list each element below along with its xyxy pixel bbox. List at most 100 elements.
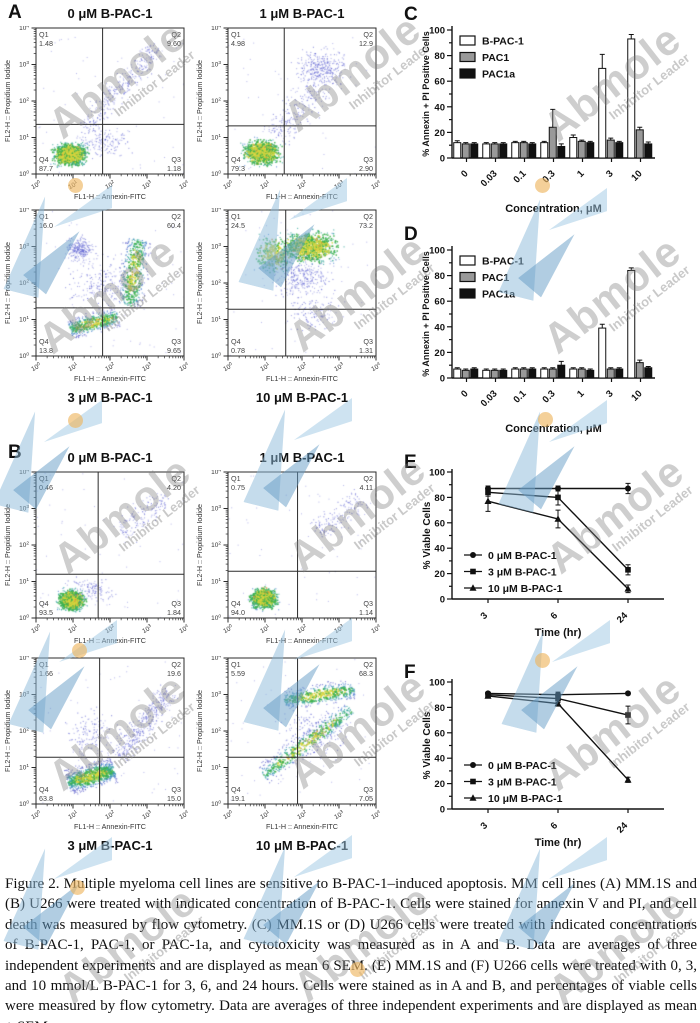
- svg-text:87.7: 87.7: [39, 164, 53, 173]
- svg-text:40: 40: [434, 754, 445, 765]
- flow-title-A-10uM: 10 μM B-PAC-1: [255, 390, 349, 405]
- svg-text:40: 40: [434, 544, 445, 555]
- svg-text:Q3: Q3: [363, 785, 373, 794]
- svg-text:FL1-H :: Annexin-FITC: FL1-H :: Annexin-FITC: [74, 192, 146, 201]
- svg-text:3: 3: [479, 820, 491, 832]
- svg-text:102: 102: [19, 279, 29, 288]
- svg-text:68.3: 68.3: [359, 669, 373, 678]
- svg-text:16.0: 16.0: [39, 221, 53, 230]
- panel-label-F: F: [404, 662, 416, 683]
- svg-text:101: 101: [259, 179, 272, 191]
- svg-text:80: 80: [434, 493, 445, 504]
- svg-text:101: 101: [259, 809, 272, 821]
- svg-text:0: 0: [440, 374, 445, 385]
- svg-text:0.1: 0.1: [511, 168, 529, 186]
- svg-text:PAC1a: PAC1a: [482, 69, 515, 81]
- svg-text:2.90: 2.90: [359, 164, 373, 173]
- svg-text:103: 103: [141, 809, 154, 821]
- svg-text:104: 104: [211, 26, 221, 32]
- svg-text:104: 104: [178, 809, 191, 821]
- svg-text:FL2-H :: Propidium Iodide: FL2-H :: Propidium Iodide: [195, 242, 204, 324]
- figure-caption: Figure 2. Multiple myeloma cell lines ar…: [5, 876, 697, 1023]
- svg-text:20: 20: [434, 128, 445, 139]
- svg-text:0.3: 0.3: [540, 168, 557, 185]
- svg-text:101: 101: [19, 133, 29, 142]
- svg-text:0.1: 0.1: [511, 388, 529, 406]
- svg-text:24: 24: [615, 820, 631, 836]
- svg-text:104: 104: [370, 179, 383, 191]
- svg-text:100: 100: [30, 361, 43, 373]
- svg-text:1: 1: [575, 388, 587, 400]
- svg-text:100: 100: [211, 800, 221, 809]
- svg-text:19.1: 19.1: [231, 794, 245, 803]
- svg-text:60: 60: [434, 77, 445, 88]
- svg-text:Q4: Q4: [39, 337, 49, 346]
- svg-text:102: 102: [104, 809, 117, 821]
- svg-text:102: 102: [211, 279, 221, 288]
- svg-text:101: 101: [211, 315, 221, 324]
- svg-text:B-PAC-1: B-PAC-1: [482, 256, 524, 268]
- flow-title-B-10uM: 10 μM B-PAC-1: [255, 838, 349, 853]
- svg-text:101: 101: [67, 361, 80, 373]
- svg-text:Q1: Q1: [231, 660, 241, 669]
- svg-text:0: 0: [440, 154, 445, 165]
- svg-text:60: 60: [434, 728, 445, 739]
- svg-text:1: 1: [575, 168, 587, 180]
- flow-title-A-0uM: 0 μM B-PAC-1: [67, 6, 153, 21]
- svg-text:20: 20: [434, 779, 445, 790]
- svg-text:Q2: Q2: [171, 30, 181, 39]
- svg-text:103: 103: [333, 179, 346, 191]
- svg-text:Q2: Q2: [363, 212, 373, 221]
- svg-text:4.20: 4.20: [167, 483, 181, 492]
- svg-text:Q1: Q1: [39, 660, 49, 669]
- svg-text:0: 0: [459, 168, 471, 180]
- svg-text:1.66: 1.66: [39, 669, 53, 678]
- svg-text:B-PAC-1: B-PAC-1: [482, 36, 524, 48]
- flow-plot-B-10uM: 100 100 101 101 102 102 103 103 104 104 Q1 5.59 Q2 68…: [192, 656, 396, 834]
- svg-text:7.05: 7.05: [359, 794, 373, 803]
- flow-plot-B-1uM: 100 100 101 101 102 102 103 103 104 104 Q1 0.75 Q2 4.…: [192, 470, 396, 648]
- svg-text:104: 104: [19, 470, 29, 476]
- svg-text:103: 103: [19, 242, 29, 251]
- svg-text:102: 102: [104, 623, 117, 635]
- svg-text:3: 3: [479, 610, 491, 622]
- svg-text:103: 103: [141, 179, 154, 191]
- svg-text:Q1: Q1: [39, 212, 49, 221]
- svg-text:15.0: 15.0: [167, 794, 181, 803]
- svg-text:3: 3: [604, 388, 616, 400]
- svg-text:Q1: Q1: [39, 474, 49, 483]
- svg-text:FL1-H :: Annexin-FITC: FL1-H :: Annexin-FITC: [266, 636, 338, 645]
- svg-text:103: 103: [211, 242, 221, 251]
- svg-text:5.59: 5.59: [231, 669, 245, 678]
- line-chart-svg-F: 0 20 40 60 80 100 3 6 24 0 μM B-PAC-1 3 μM B-PAC-1…: [422, 678, 664, 849]
- svg-text:102: 102: [296, 809, 309, 821]
- svg-text:Q2: Q2: [363, 660, 373, 669]
- svg-text:102: 102: [19, 727, 29, 736]
- svg-text:FL2-H :: Propidium Iodide: FL2-H :: Propidium Iodide: [195, 504, 204, 586]
- svg-text:80: 80: [434, 271, 445, 282]
- svg-text:40: 40: [434, 102, 445, 113]
- svg-text:100: 100: [211, 170, 221, 179]
- svg-text:60: 60: [434, 297, 445, 308]
- svg-text:0.03: 0.03: [479, 388, 500, 409]
- svg-text:102: 102: [211, 541, 221, 550]
- svg-text:0 μM B-PAC-1: 0 μM B-PAC-1: [488, 550, 557, 562]
- svg-text:Concentration, μM: Concentration, μM: [505, 423, 602, 435]
- svg-text:Q3: Q3: [363, 599, 373, 608]
- svg-text:FL1-H :: Annexin-FITC: FL1-H :: Annexin-FITC: [74, 822, 146, 831]
- svg-text:103: 103: [333, 623, 346, 635]
- svg-text:101: 101: [19, 315, 29, 324]
- svg-text:3 μM B-PAC-1: 3 μM B-PAC-1: [488, 776, 557, 788]
- svg-text:103: 103: [211, 60, 221, 69]
- svg-text:100: 100: [222, 179, 235, 191]
- svg-text:Q1: Q1: [231, 474, 241, 483]
- svg-text:9.65: 9.65: [167, 346, 181, 355]
- svg-text:Q3: Q3: [171, 599, 181, 608]
- panel-label-A: A: [8, 2, 22, 23]
- svg-text:3: 3: [604, 168, 616, 180]
- svg-text:101: 101: [211, 133, 221, 142]
